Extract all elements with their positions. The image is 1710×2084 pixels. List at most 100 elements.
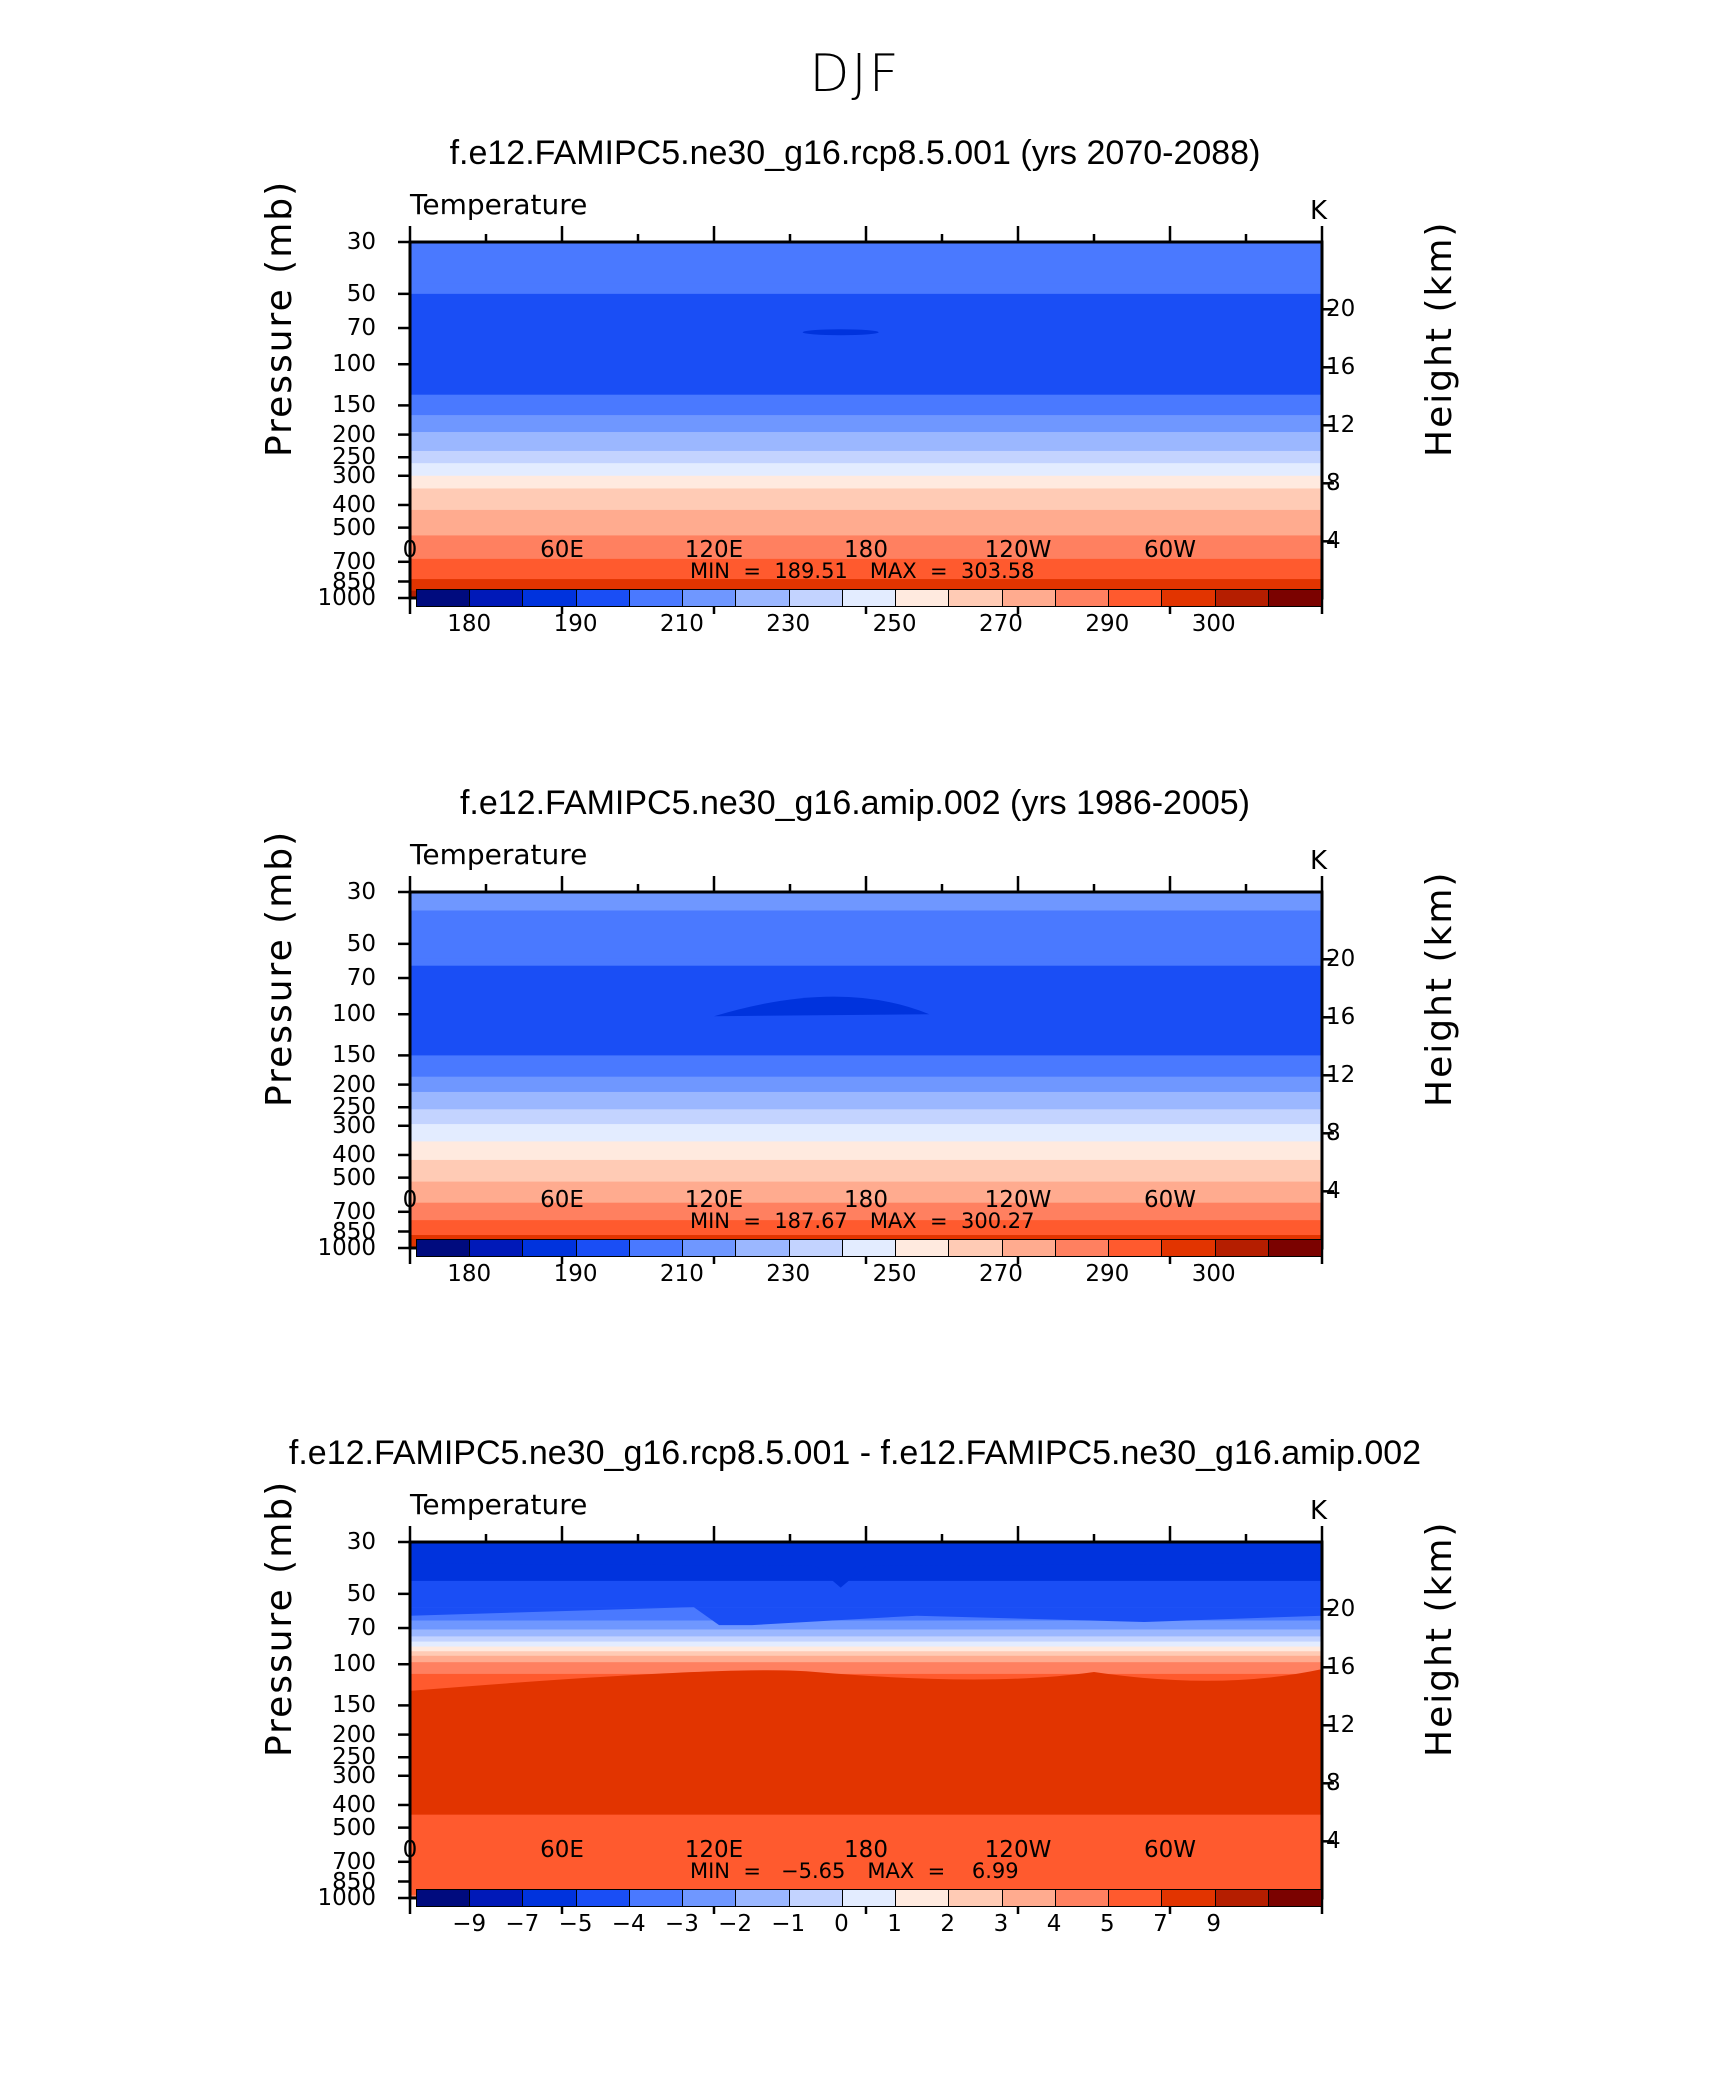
colorbar-swatch (949, 1240, 1003, 1256)
min-label: MIN = 187.67 (690, 1209, 848, 1233)
pressure-tick-label: 1000 (317, 1235, 376, 1261)
plot-area (398, 876, 1334, 1264)
colorbar-swatch (1002, 590, 1056, 606)
colorbar-swatch (683, 1890, 737, 1906)
colorbar-label: 190 (553, 611, 598, 637)
height-tick-label: 16 (1326, 354, 1356, 381)
panel-title: f.e12.FAMIPC5.ne30_g16.rcp8.5.001 (yrs 2… (449, 134, 1261, 172)
contour-band (410, 394, 1322, 416)
contour-band (410, 958, 1322, 967)
colorbar-swatch (683, 590, 737, 606)
colorbar-label: −3 (664, 1911, 699, 1937)
contour-band (410, 1662, 1322, 1675)
colorbar-swatch (1162, 590, 1216, 606)
pressure-tick-label: 400 (332, 1141, 376, 1168)
colorbar-label: 270 (978, 611, 1023, 637)
contour-band (410, 1651, 1322, 1657)
contour-band (410, 1804, 1322, 1816)
colorbar-swatch (1268, 1890, 1321, 1906)
colorbar (416, 1889, 1322, 1907)
x-tick-label: 120W (984, 537, 1052, 563)
upper-contour (410, 1607, 1322, 1626)
colorbar-label: 190 (553, 1261, 598, 1287)
colorbar-label: 210 (659, 611, 704, 637)
pressure-tick-label: 200 (332, 421, 376, 448)
contour-band (410, 415, 1322, 433)
contour-band (410, 488, 1322, 511)
colorbar-swatch (683, 1240, 737, 1256)
colorbar-swatch (896, 590, 950, 606)
contour-band (410, 1620, 1322, 1630)
x-tick-label: 120W (984, 1187, 1052, 1213)
colorbar-label: −2 (718, 1911, 752, 1937)
colorbar-swatch (417, 1240, 471, 1256)
colorbar-label: 250 (872, 611, 917, 637)
pressure-tick-label: 300 (332, 462, 376, 489)
height-tick-label: 20 (1326, 296, 1356, 323)
colorbar-label: 270 (978, 1261, 1023, 1287)
variable-label: Temperature (410, 1488, 588, 1521)
units-label: K (1310, 1496, 1328, 1526)
pressure-tick-label: 700 (332, 548, 376, 575)
contour-band (410, 1055, 1322, 1078)
colorbar-label: 290 (1085, 1261, 1130, 1287)
colorbar-label: 180 (447, 1261, 492, 1287)
pressure-tick-label: 150 (332, 1042, 376, 1069)
height-tick-label: 4 (1326, 1178, 1341, 1205)
min-max-label: MIN = −5.65 MAX = 6.99 (690, 1859, 1019, 1883)
colorbar-swatch (1162, 1890, 1216, 1906)
contour-band (410, 1636, 1322, 1643)
colorbar-label: 0 (834, 1911, 849, 1937)
colorbar-swatch (417, 590, 471, 606)
colorbar-swatch (1215, 1240, 1269, 1256)
colorbar-label: 2 (940, 1911, 956, 1937)
pressure-tick-label: 500 (332, 514, 376, 541)
pressure-tick-label: 100 (332, 1001, 376, 1028)
height-tick-label: 16 (1326, 1654, 1356, 1681)
min-max-label: MIN = 189.51 MAX = 303.58 (690, 559, 1034, 583)
colorbar-label: 1 (887, 1911, 902, 1937)
colorbar-label: 300 (1191, 1261, 1236, 1287)
colorbar-swatch (736, 590, 790, 606)
colorbar-swatch (576, 1240, 630, 1256)
contour-band (410, 1646, 1322, 1652)
lower-contour (410, 1816, 1322, 1855)
colorbar-swatch (789, 1890, 843, 1906)
height-tick-label: 8 (1326, 470, 1341, 497)
colorbar-swatch (842, 590, 897, 606)
contour-band (410, 579, 1322, 592)
colorbar-label: 3 (993, 1911, 1009, 1937)
pressure-tick-label: 700 (332, 1198, 376, 1225)
colorbar-label: 250 (872, 1261, 917, 1287)
colorbar-label: −1 (771, 1911, 806, 1937)
colorbar-swatch (629, 1240, 684, 1256)
colorbar-swatch (949, 1890, 1003, 1906)
contour-band (410, 283, 1322, 295)
x-tick-label: 0 (402, 537, 418, 563)
colorbar-swatch (523, 1890, 577, 1906)
colorbar-swatch (470, 590, 524, 606)
pressure-tick-label: 500 (332, 1814, 376, 1841)
variable-label: Temperature (410, 188, 588, 221)
x-tick-label: 120E (684, 537, 744, 563)
contour-band (410, 892, 1322, 903)
contour-band (410, 1159, 1322, 1183)
colorbar-swatch (1055, 1890, 1110, 1906)
x-tick-label: 60E (540, 1837, 584, 1863)
pressure-tick-label: 250 (332, 1094, 376, 1121)
colorbar-label: 290 (1085, 611, 1130, 637)
colorbar-label: 5 (1099, 1911, 1115, 1937)
min-label: MIN = −5.65 (690, 1859, 846, 1883)
pressure-tick-label: 30 (346, 879, 376, 905)
chart-panel-3: f.e12.FAMIPC5.ne30_g16.rcp8.5.001 - f.e1… (0, 1434, 1710, 2084)
x-tick-label: 120E (684, 1837, 744, 1863)
height-tick-label: 8 (1326, 1770, 1341, 1797)
x-tick-label: 180 (844, 1187, 888, 1213)
pressure-tick-label: 500 (332, 1164, 376, 1191)
colorbar-swatch (896, 1890, 950, 1906)
warm-contour (410, 1669, 1322, 1695)
contour-band (410, 1109, 1322, 1125)
max-label: MAX = 6.99 (867, 1859, 1019, 1883)
pressure-tick-label: 300 (332, 1762, 376, 1789)
pressure-tick-label: 200 (332, 1721, 376, 1748)
